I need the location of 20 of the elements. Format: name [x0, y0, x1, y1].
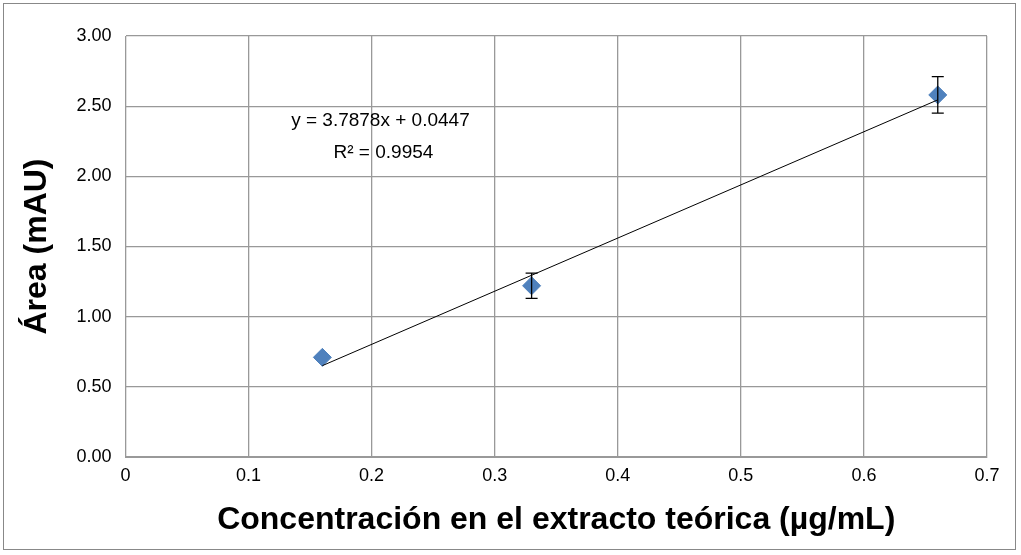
- y-tick-label: 1.00: [76, 305, 112, 326]
- annotation: R² = 0.9954: [333, 141, 434, 162]
- x-axis-title: Concentración en el extracto teórica (µg/mL): [217, 499, 896, 536]
- point: [312, 347, 332, 367]
- y-tick-label: 1.50: [76, 235, 112, 256]
- x-tick-label: 0.7: [974, 464, 1000, 485]
- y-axis-title: Área (mAU): [17, 158, 54, 335]
- x-tick-label: 0.5: [728, 464, 754, 485]
- x-tick-label: 0.2: [359, 464, 385, 485]
- x-tick-label: 0.3: [482, 464, 508, 485]
- y-tick-label: 2.50: [76, 95, 112, 116]
- x-tick-label: 0.4: [605, 464, 631, 485]
- x-tick-label: 0: [120, 464, 131, 485]
- y-tick-label: 0.00: [76, 445, 112, 466]
- x-tick-label: 0.6: [851, 464, 877, 485]
- x-tick-label: 0.1: [236, 464, 262, 485]
- annotation: y = 3.7878x + 0.0447: [291, 109, 470, 130]
- y-tick-label: 3.00: [76, 24, 112, 45]
- y-tick-label: 0.50: [76, 375, 112, 396]
- y-tick-label: 2.00: [76, 165, 112, 186]
